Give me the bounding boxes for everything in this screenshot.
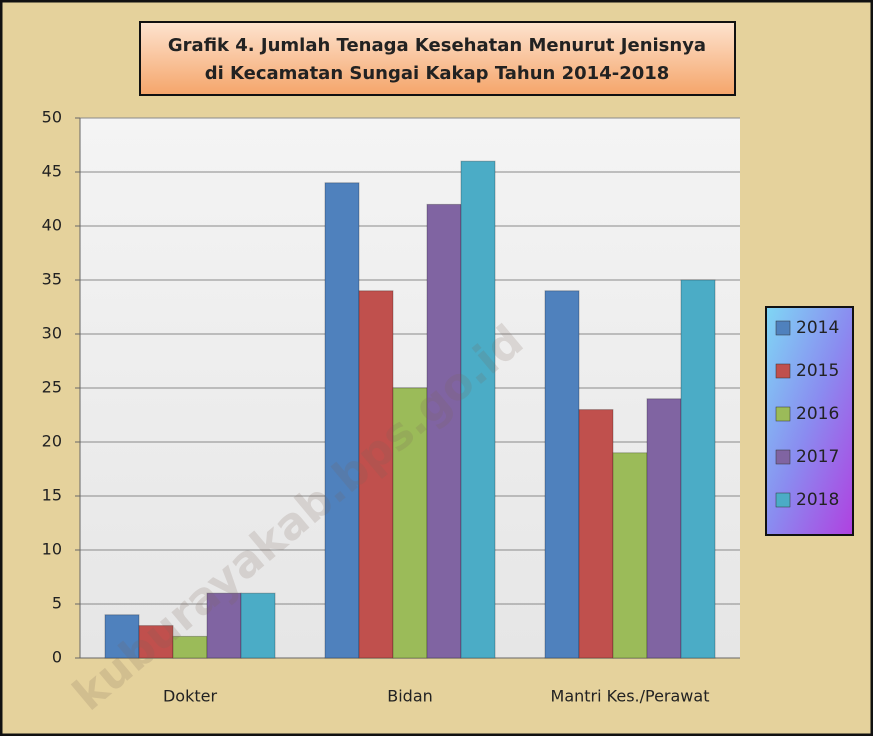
x-tick-label: Dokter — [163, 687, 217, 706]
legend-label: 2016 — [796, 404, 839, 424]
y-tick-label: 50 — [42, 108, 62, 127]
bar — [104, 614, 140, 659]
legend-swatch — [775, 492, 791, 508]
chart-title: di Kecamatan Sungai Kakap Tahun 2014-201… — [205, 63, 670, 84]
bar — [206, 592, 242, 659]
legend-swatch — [775, 363, 791, 379]
y-tick-label: 20 — [42, 432, 62, 451]
legend-label: 2015 — [796, 361, 839, 381]
bar — [646, 398, 682, 659]
bar — [138, 625, 174, 659]
x-tick-label: Mantri Kes./Perawat — [551, 687, 710, 706]
bar — [358, 290, 394, 659]
chart-title: Grafik 4. Jumlah Tenaga Kesehatan Menuru… — [168, 35, 706, 56]
legend-swatch — [775, 320, 791, 336]
title-box — [139, 21, 736, 96]
legend-swatch — [775, 449, 791, 465]
y-tick-label: 35 — [42, 270, 62, 289]
y-tick-label: 40 — [42, 216, 62, 235]
y-tick-label: 30 — [42, 324, 62, 343]
y-tick-label: 5 — [52, 594, 62, 613]
y-tick-label: 15 — [42, 486, 62, 505]
legend-label: 2018 — [796, 490, 839, 510]
y-tick-label: 25 — [42, 378, 62, 397]
bar — [240, 592, 276, 659]
y-tick-label: 45 — [42, 162, 62, 181]
y-tick-label: 0 — [52, 648, 62, 667]
bar — [612, 452, 648, 659]
bar — [544, 290, 580, 659]
bar — [460, 160, 496, 659]
legend-label: 2017 — [796, 447, 839, 467]
bar — [426, 203, 462, 659]
legend-swatch — [775, 406, 791, 422]
bar — [680, 279, 716, 659]
y-tick-label: 10 — [42, 540, 62, 559]
legend-label: 2014 — [796, 318, 839, 338]
bar — [324, 182, 360, 659]
bar — [578, 409, 614, 659]
bar — [392, 387, 428, 659]
x-tick-label: Bidan — [387, 687, 433, 706]
